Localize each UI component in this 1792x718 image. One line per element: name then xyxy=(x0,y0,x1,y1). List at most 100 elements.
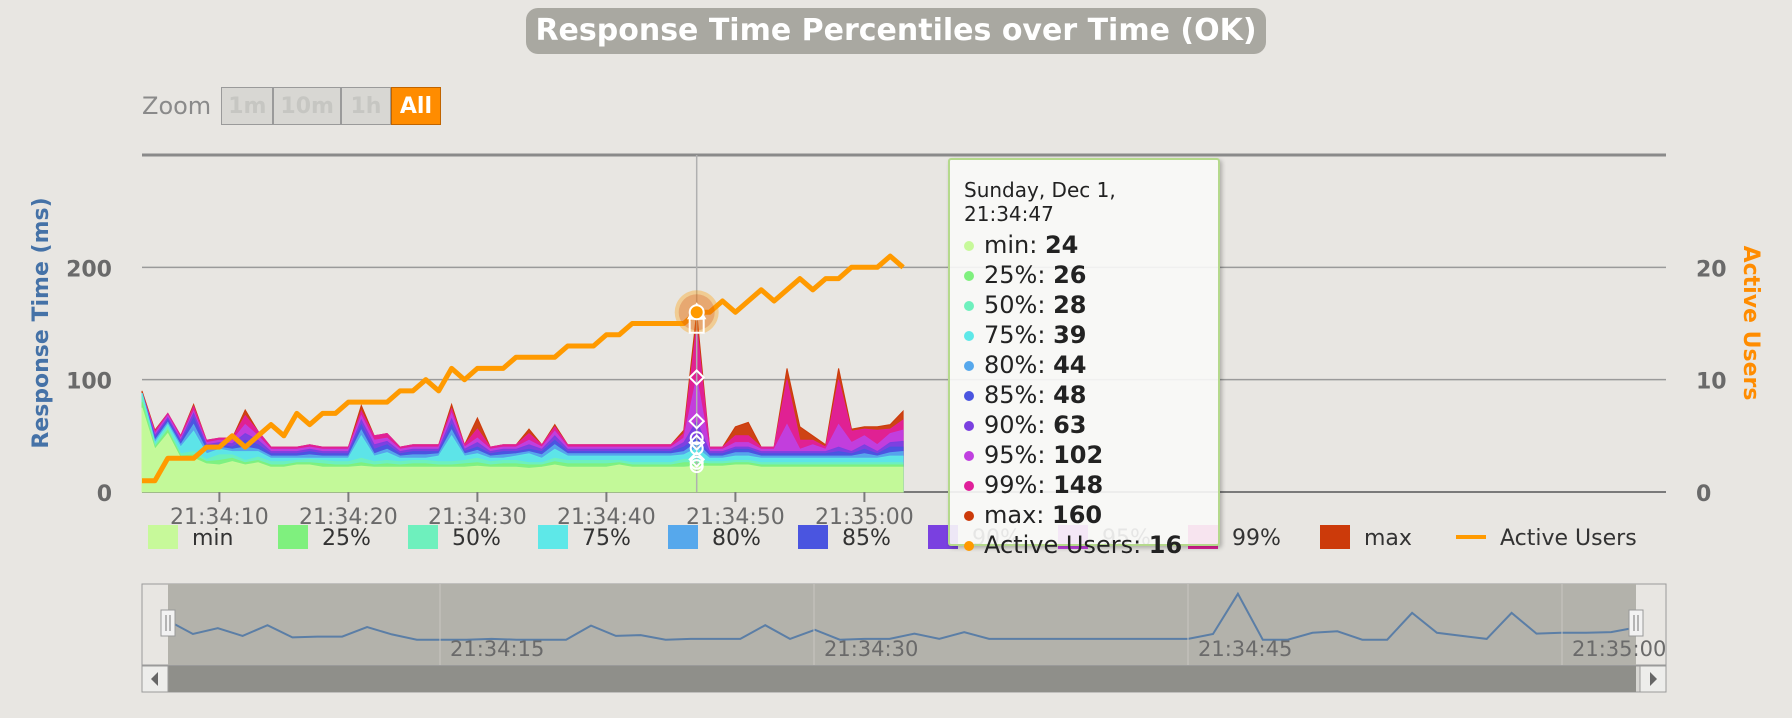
tooltip-value: 24 xyxy=(1044,231,1079,259)
legend-label: Active Users xyxy=(1500,526,1637,551)
scrollbar-thumb xyxy=(168,666,1636,692)
chevron-left-icon xyxy=(151,672,158,686)
tooltip-value: 44 xyxy=(1053,351,1087,379)
navigator-left-handle[interactable] xyxy=(160,609,176,637)
tooltip-row: 75%: 39 xyxy=(964,320,1204,350)
y-right-tick-label: 10 xyxy=(1696,370,1727,395)
y-right-axis-title: Active Users xyxy=(1738,246,1763,401)
legend-item: 85% xyxy=(798,525,891,551)
navigator-right-handle[interactable] xyxy=(1628,609,1644,637)
legend-swatch xyxy=(1320,525,1350,549)
hover-marker xyxy=(688,451,706,468)
tooltip-row: 50%: 28 xyxy=(964,290,1204,320)
tooltip-row: 85%: 48 xyxy=(964,380,1204,410)
zoom-1h-button[interactable]: 1h xyxy=(340,87,391,125)
tooltip-label: max xyxy=(984,501,1037,529)
scrollbar[interactable] xyxy=(141,665,1667,693)
legend-label: 50% xyxy=(452,526,501,551)
x-tick-label: 21:34:30 xyxy=(428,505,527,530)
legend-label: 99% xyxy=(1232,526,1281,551)
legend-item: 50% xyxy=(408,525,501,551)
tooltip-label: min xyxy=(984,231,1030,259)
hover-marker xyxy=(688,412,706,430)
tooltip-label: 95% xyxy=(984,441,1038,469)
y-right-tick-label: 0 xyxy=(1696,482,1711,507)
navigator-selection xyxy=(168,584,1636,665)
tooltip-row: min: 24 xyxy=(964,230,1204,260)
tooltip-label: 75% xyxy=(984,321,1038,349)
tooltip-dot-icon xyxy=(964,421,974,431)
tooltip-row: 99%: 148 xyxy=(964,470,1204,500)
hover-marker xyxy=(689,431,704,446)
y-left-axis-title: Response Time (ms) xyxy=(29,197,54,448)
tooltip-value: 63 xyxy=(1053,411,1087,439)
tooltip-label: 25% xyxy=(984,261,1038,289)
x-tick-label: 21:34:10 xyxy=(170,505,269,530)
tooltip-label: 50% xyxy=(984,291,1038,319)
tooltip-value: 26 xyxy=(1053,261,1087,289)
tooltip-row: 80%: 44 xyxy=(964,350,1204,380)
series-line-active-users xyxy=(142,253,905,484)
scroll-right-button[interactable] xyxy=(1639,665,1667,693)
tooltip-label: 90% xyxy=(984,411,1038,439)
legend-label: 85% xyxy=(842,526,891,551)
hover-marker xyxy=(689,441,704,456)
x-tick-label: 21:34:40 xyxy=(557,505,656,530)
plot-background xyxy=(142,155,1666,492)
legend-swatch xyxy=(278,525,308,549)
navigator-tick-label: 21:35:00 xyxy=(1572,637,1666,661)
tooltip-row: 95%: 102 xyxy=(964,440,1204,470)
legend-label: 80% xyxy=(712,526,761,551)
legend-item: Active Users xyxy=(1456,526,1637,551)
tooltip-value: 102 xyxy=(1053,441,1104,469)
y-right-tick-label: 20 xyxy=(1696,257,1727,282)
handle-grip xyxy=(160,609,176,637)
tooltip-dot-icon xyxy=(964,391,974,401)
tooltip-value: 160 xyxy=(1052,501,1103,529)
legend-label: 75% xyxy=(582,526,631,551)
legend-item: min xyxy=(148,525,234,551)
tooltip-value: 148 xyxy=(1053,471,1104,499)
navigator-tick-label: 21:34:45 xyxy=(1198,637,1292,661)
tooltip-label: 80% xyxy=(984,351,1038,379)
x-tick-label: 21:34:20 xyxy=(299,505,398,530)
zoom-controls: Zoom 1m 10m 1h All xyxy=(142,86,441,126)
navigator-series-line xyxy=(167,591,1637,641)
tooltip-value: 28 xyxy=(1053,291,1087,319)
tooltip-label: 85% xyxy=(984,381,1038,409)
zoom-label: Zoom xyxy=(142,92,212,120)
tooltip-dot-icon xyxy=(964,451,974,461)
legend-swatch xyxy=(798,525,828,549)
tooltip-value: 16 xyxy=(1148,531,1183,559)
chevron-right-icon xyxy=(1650,672,1657,686)
legend-swatch xyxy=(538,525,568,549)
tooltip-dot-icon xyxy=(964,331,974,341)
zoom-10m-button[interactable]: 10m xyxy=(273,87,341,125)
zoom-all-button[interactable]: All xyxy=(390,87,441,125)
x-tick-label: 21:34:50 xyxy=(686,505,785,530)
zoom-1m-button[interactable]: 1m xyxy=(221,87,274,125)
tooltip-dot-icon xyxy=(964,541,974,551)
hover-marker xyxy=(688,304,705,321)
legend-item: 80% xyxy=(668,525,761,551)
legend-item: max xyxy=(1320,525,1412,551)
tooltip-row: 25%: 26 xyxy=(964,260,1204,290)
tooltip-header: Sunday, Dec 1, 21:34:47 xyxy=(964,178,1116,226)
tooltip-row: 90%: 63 xyxy=(964,410,1204,440)
scroll-left-button[interactable] xyxy=(141,665,169,693)
tooltip-dot-icon xyxy=(964,481,974,491)
legend-swatch xyxy=(408,525,438,549)
y-left-tick-label: 200 xyxy=(66,257,112,282)
tooltip-row: Active Users: 16 xyxy=(964,530,1204,560)
x-tick-label: 21:35:00 xyxy=(815,505,914,530)
y-left-tick-label: 100 xyxy=(66,370,112,395)
tooltip-dot-icon xyxy=(964,361,974,371)
navigator-tick-label: 21:34:30 xyxy=(824,637,918,661)
legend-label: max xyxy=(1364,526,1412,551)
tooltip-value: 48 xyxy=(1053,381,1087,409)
tooltip-dot-icon xyxy=(964,301,974,311)
hover-marker xyxy=(688,369,706,386)
navigator-tick-label: 21:34:15 xyxy=(450,637,544,661)
chart-title: Response Time Percentiles over Time (OK) xyxy=(526,8,1266,54)
